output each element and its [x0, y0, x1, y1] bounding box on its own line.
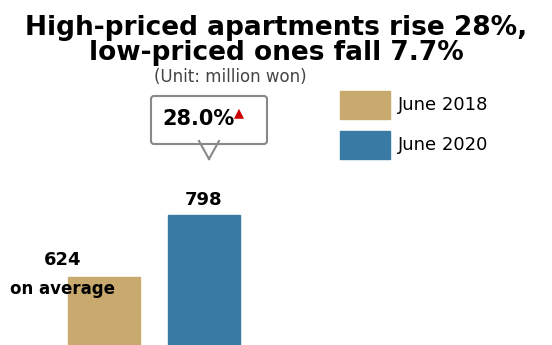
FancyBboxPatch shape	[151, 96, 267, 144]
Polygon shape	[199, 141, 219, 159]
Text: on average: on average	[10, 280, 115, 298]
Bar	[340, 131, 390, 159]
Text: 28.0%: 28.0%	[163, 109, 235, 129]
Bar	[168, 215, 240, 345]
Text: June 2020: June 2020	[398, 136, 489, 154]
Text: 798: 798	[185, 191, 223, 209]
Bar	[68, 277, 140, 345]
Text: June 2018: June 2018	[398, 96, 489, 114]
Bar	[340, 91, 390, 119]
Text: (Unit: million won): (Unit: million won)	[153, 68, 306, 86]
Text: High-priced apartments rise 28%,: High-priced apartments rise 28%,	[25, 15, 527, 41]
Text: 624: 624	[44, 251, 82, 269]
Text: low-priced ones fall 7.7%: low-priced ones fall 7.7%	[89, 40, 463, 66]
